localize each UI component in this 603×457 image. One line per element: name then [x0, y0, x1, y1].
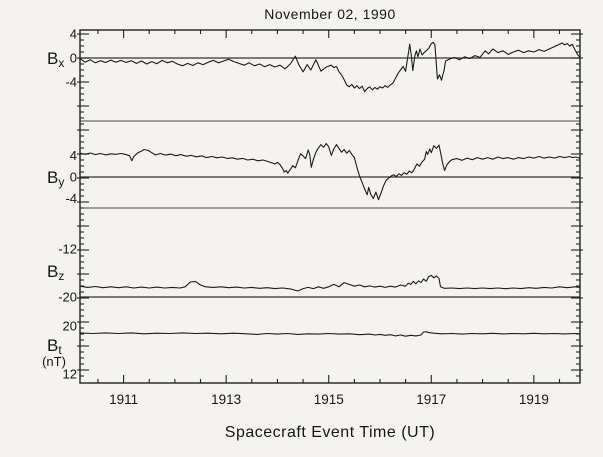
x-tick-label: 1919 — [519, 392, 549, 407]
bx-y-tick-label: -4 — [65, 75, 77, 90]
bz-y-tick-label: -12 — [58, 242, 77, 257]
by-trace — [79, 142, 581, 201]
bx-trace — [79, 41, 581, 93]
x-tick-label: 1915 — [314, 392, 344, 407]
bz-y-tick-label: -20 — [58, 290, 77, 305]
plot-frame — [79, 29, 581, 384]
bx-y-tick-label: 0 — [70, 51, 77, 66]
bt-y-tick-label: 20 — [63, 319, 77, 334]
x-tick-label: 1911 — [109, 392, 138, 407]
by-y-tick-label: 0 — [70, 170, 77, 185]
bt-trace — [79, 331, 581, 337]
bx-y-tick-label: 4 — [70, 27, 77, 42]
plot-area: 1911 1913 1915 1917 191940-4Bx40-4By-12-20Bz… — [42, 27, 583, 407]
bz-trace — [79, 274, 581, 292]
by-y-tick-label: -4 — [65, 191, 77, 206]
chart-title: November 02, 1990 — [264, 6, 395, 22]
by-y-tick-label: 4 — [70, 148, 77, 163]
bt-y-tick-label: 12 — [63, 367, 77, 382]
x-tick-label: 1913 — [211, 392, 241, 407]
bt-unit-label: (nT) — [42, 354, 66, 369]
x-axis-title: Spacecraft Event Time (UT) — [225, 424, 435, 441]
x-tick-label: 1917 — [416, 392, 446, 407]
